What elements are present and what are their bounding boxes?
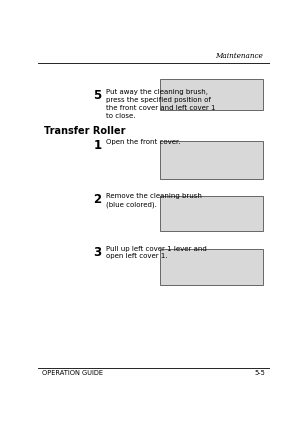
Text: 5: 5 xyxy=(93,89,101,102)
Text: 5-5: 5-5 xyxy=(254,370,266,376)
FancyBboxPatch shape xyxy=(160,249,263,285)
Text: 2: 2 xyxy=(93,193,101,207)
FancyBboxPatch shape xyxy=(160,196,263,231)
Text: Transfer Roller: Transfer Roller xyxy=(44,126,126,136)
Text: Maintenance: Maintenance xyxy=(215,51,263,60)
Text: Remove the cleaning brush
(blue colored).: Remove the cleaning brush (blue colored)… xyxy=(106,193,202,207)
Text: Put away the cleaning brush,
press the specified position of
the front cover and: Put away the cleaning brush, press the s… xyxy=(106,89,216,119)
Text: 3: 3 xyxy=(93,246,101,259)
Text: Pull up left cover 1 lever and
open left cover 1.: Pull up left cover 1 lever and open left… xyxy=(106,246,207,260)
Text: Open the front cover.: Open the front cover. xyxy=(106,139,181,145)
FancyBboxPatch shape xyxy=(160,141,263,178)
Text: 1: 1 xyxy=(93,139,101,152)
FancyBboxPatch shape xyxy=(160,79,263,110)
Text: OPERATION GUIDE: OPERATION GUIDE xyxy=(42,370,103,376)
